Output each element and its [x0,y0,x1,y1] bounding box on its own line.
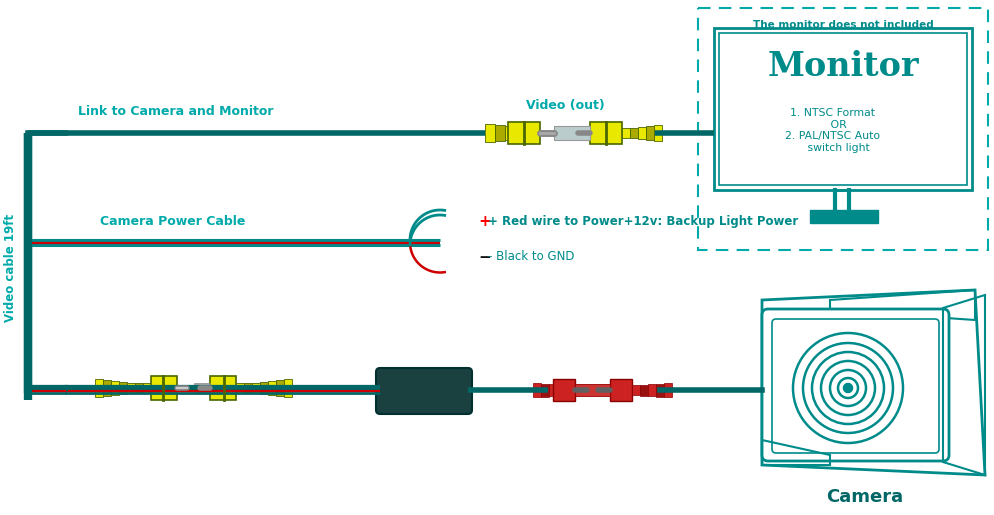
FancyBboxPatch shape [719,33,966,185]
FancyBboxPatch shape [127,383,135,393]
Text: Video (out): Video (out) [525,99,603,112]
Text: Camera Power Cable: Camera Power Cable [100,215,246,228]
FancyBboxPatch shape [541,384,549,397]
Text: −: − [477,249,490,265]
FancyBboxPatch shape [645,126,653,140]
FancyBboxPatch shape [714,28,971,190]
FancyBboxPatch shape [575,384,609,396]
FancyBboxPatch shape [267,381,275,395]
FancyBboxPatch shape [653,125,661,141]
FancyBboxPatch shape [549,384,557,396]
Text: 1. NTSC Format
   OR
2. PAL/NTSC Auto
   switch light: 1. NTSC Format OR 2. PAL/NTSC Auto switc… [784,108,880,153]
Text: +: + [477,215,490,230]
FancyBboxPatch shape [376,368,471,414]
FancyBboxPatch shape [621,128,629,138]
FancyBboxPatch shape [484,124,494,142]
Text: Camera: Camera [826,488,903,506]
FancyBboxPatch shape [494,125,505,141]
FancyBboxPatch shape [143,383,151,393]
Text: Video cable 19ft: Video cable 19ft [5,214,18,322]
FancyBboxPatch shape [589,122,621,144]
FancyBboxPatch shape [259,382,267,394]
FancyBboxPatch shape [251,383,259,393]
FancyBboxPatch shape [637,127,645,139]
Text: Link to Camera and Monitor: Link to Camera and Monitor [78,105,273,118]
FancyBboxPatch shape [663,383,671,397]
Text: - Black to GND: - Black to GND [487,250,574,264]
FancyBboxPatch shape [554,126,589,140]
FancyBboxPatch shape [283,379,291,397]
FancyBboxPatch shape [103,380,111,396]
Text: Monitor: Monitor [766,50,917,83]
FancyBboxPatch shape [655,384,663,397]
FancyBboxPatch shape [698,8,987,250]
FancyBboxPatch shape [119,382,127,394]
FancyBboxPatch shape [94,379,103,397]
FancyBboxPatch shape [505,126,515,140]
FancyBboxPatch shape [565,385,573,395]
FancyBboxPatch shape [631,385,639,395]
FancyBboxPatch shape [639,385,647,396]
FancyBboxPatch shape [761,309,948,461]
FancyBboxPatch shape [194,383,210,393]
FancyBboxPatch shape [609,379,631,401]
FancyBboxPatch shape [557,385,565,396]
FancyBboxPatch shape [244,383,251,393]
FancyBboxPatch shape [151,376,177,400]
Circle shape [843,384,851,392]
FancyBboxPatch shape [809,210,877,223]
Text: The monitor does not included: The monitor does not included [751,20,932,30]
Text: + Red wire to Power+12v: Backup Light Power: + Red wire to Power+12v: Backup Light Po… [487,215,797,229]
FancyBboxPatch shape [629,128,637,138]
FancyBboxPatch shape [508,122,540,144]
FancyBboxPatch shape [275,380,283,396]
FancyBboxPatch shape [236,383,244,393]
FancyBboxPatch shape [647,384,655,396]
FancyBboxPatch shape [210,376,236,400]
FancyBboxPatch shape [553,379,575,401]
FancyBboxPatch shape [111,381,119,395]
FancyBboxPatch shape [771,319,938,453]
FancyBboxPatch shape [525,128,533,138]
FancyBboxPatch shape [533,383,541,397]
FancyBboxPatch shape [135,383,143,393]
FancyBboxPatch shape [515,127,525,139]
